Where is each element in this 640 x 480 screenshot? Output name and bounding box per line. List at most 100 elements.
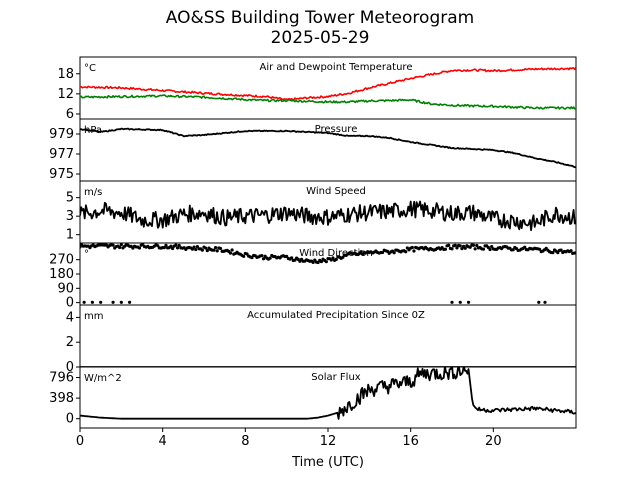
direction-point bbox=[111, 243, 115, 247]
series-line-1 bbox=[80, 94, 576, 110]
direction-point bbox=[290, 256, 294, 260]
panel-5: 0 398 796 W/m^2 Solar Flux bbox=[49, 366, 577, 429]
direction-point bbox=[311, 260, 315, 265]
direction-point bbox=[463, 246, 467, 250]
panel-4: 0 2 4 mm Accumulated Precipitation Since 0Z bbox=[66, 304, 577, 375]
direction-point bbox=[194, 247, 198, 252]
direction-point bbox=[574, 251, 576, 255]
direction-point bbox=[324, 260, 328, 264]
direction-point bbox=[543, 300, 547, 304]
x-tick-label: 12 bbox=[320, 434, 337, 449]
direction-point bbox=[156, 244, 160, 248]
direction-point bbox=[119, 300, 123, 304]
direction-point bbox=[380, 250, 385, 255]
direction-point bbox=[128, 300, 132, 304]
direction-point bbox=[319, 259, 323, 264]
panel-unit-label: mm bbox=[84, 311, 103, 322]
y-tick-label: 0 bbox=[66, 360, 74, 375]
series-line-0 bbox=[80, 367, 576, 420]
series-line-0 bbox=[80, 200, 576, 232]
y-tick-label: 90 bbox=[57, 281, 74, 296]
direction-point bbox=[119, 243, 123, 247]
direction-point bbox=[473, 247, 477, 251]
direction-point bbox=[537, 300, 541, 304]
y-tick-label: 0 bbox=[66, 412, 74, 427]
panel-2: 1 3 5 m/s Wind Speed bbox=[66, 180, 577, 244]
direction-point bbox=[443, 247, 447, 251]
direction-point bbox=[228, 251, 233, 255]
direction-point bbox=[410, 245, 414, 250]
direction-point bbox=[450, 247, 454, 251]
direction-point bbox=[490, 245, 494, 249]
direction-point bbox=[475, 243, 479, 248]
panel-unit-label: °C bbox=[84, 63, 96, 74]
direction-point bbox=[334, 257, 338, 261]
panel-title: Air and Dewpoint Temperature bbox=[260, 62, 413, 73]
y-tick-label: 979 bbox=[49, 127, 74, 142]
x-tick-label: 8 bbox=[241, 434, 249, 449]
direction-point bbox=[331, 256, 335, 260]
direction-point bbox=[392, 251, 396, 255]
direction-point bbox=[556, 251, 560, 255]
direction-point bbox=[458, 300, 462, 304]
direction-point bbox=[195, 245, 199, 249]
direction-point bbox=[213, 246, 218, 250]
y-tick-label: 180 bbox=[49, 267, 74, 282]
direction-point bbox=[268, 256, 272, 260]
y-tick-label: 796 bbox=[49, 371, 74, 386]
direction-point bbox=[99, 300, 103, 304]
direction-point bbox=[162, 245, 166, 250]
panel-title: Wind Speed bbox=[306, 186, 366, 197]
y-tick-label: 6 bbox=[66, 107, 74, 122]
direction-point bbox=[177, 243, 181, 248]
y-tick-label: 975 bbox=[49, 167, 74, 182]
x-tick-label: 20 bbox=[485, 434, 502, 449]
x-tick-label: 4 bbox=[159, 434, 167, 449]
direction-point bbox=[175, 246, 180, 250]
direction-point bbox=[559, 248, 563, 252]
direction-point bbox=[215, 249, 219, 253]
y-tick-label: 12 bbox=[57, 87, 74, 102]
direction-point bbox=[174, 243, 178, 247]
direction-point bbox=[261, 257, 266, 261]
direction-point bbox=[111, 300, 115, 304]
y-tick-label: 2 bbox=[66, 335, 74, 350]
x-tick-label: 16 bbox=[402, 434, 419, 449]
direction-point bbox=[118, 245, 122, 250]
direction-point bbox=[412, 249, 416, 253]
direction-point bbox=[458, 244, 462, 248]
direction-point bbox=[455, 246, 459, 250]
series-line-0 bbox=[80, 67, 576, 101]
direction-point bbox=[523, 245, 527, 249]
y-tick-label: 1 bbox=[66, 228, 74, 243]
panel-unit-label: m/s bbox=[84, 187, 102, 198]
direction-point bbox=[137, 246, 142, 250]
direction-point bbox=[205, 248, 209, 253]
direction-point bbox=[511, 248, 515, 252]
direction-point bbox=[82, 300, 86, 304]
series-line-0 bbox=[80, 127, 576, 169]
y-tick-label: 5 bbox=[66, 191, 74, 206]
y-tick-label: 270 bbox=[49, 253, 74, 268]
y-tick-label: 4 bbox=[66, 310, 74, 325]
y-tick-label: 3 bbox=[66, 209, 74, 224]
direction-point bbox=[488, 247, 492, 252]
panel-unit-label: ° bbox=[84, 249, 89, 260]
panel-0: 6 12 18 °C Air and Dewpoint Temperature bbox=[57, 56, 577, 122]
direction-point bbox=[164, 243, 168, 248]
direction-point bbox=[447, 243, 451, 247]
figure-date: 2025-05-29 bbox=[270, 28, 370, 48]
panel-title: Pressure bbox=[315, 124, 358, 135]
direction-point bbox=[200, 248, 204, 252]
direction-point bbox=[460, 247, 464, 251]
panel-title: Accumulated Precipitation Since 0Z bbox=[247, 310, 425, 321]
direction-point bbox=[450, 300, 454, 304]
direction-point bbox=[204, 246, 208, 250]
direction-point bbox=[466, 300, 471, 304]
y-tick-label: 977 bbox=[49, 147, 74, 162]
panel-unit-label: W/m^2 bbox=[84, 373, 122, 384]
direction-point bbox=[90, 300, 94, 304]
